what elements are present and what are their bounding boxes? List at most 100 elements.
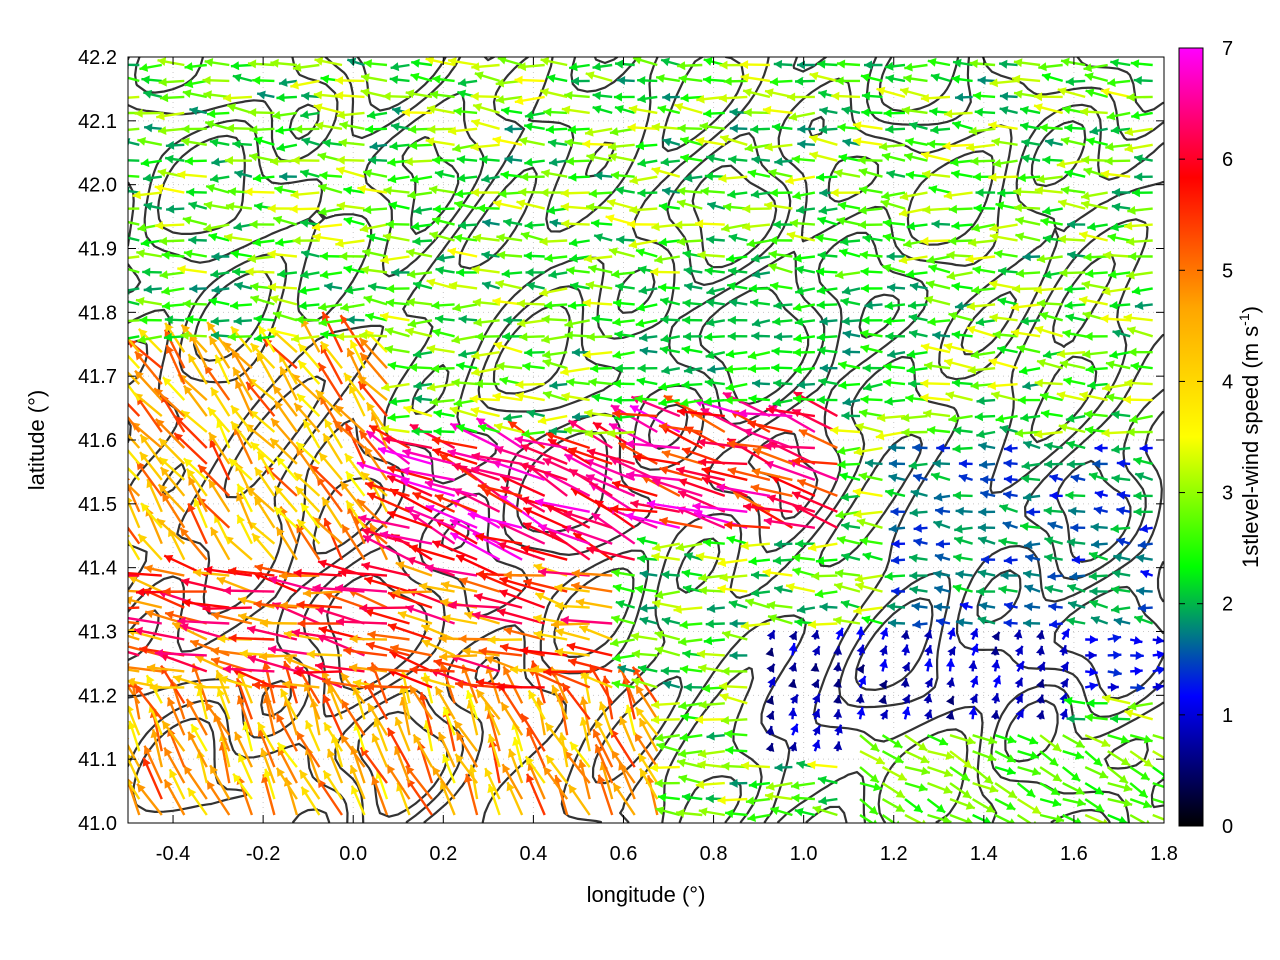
wind-arrow (524, 755, 546, 784)
wind-arrow (612, 782, 636, 816)
wind-arrow-head (695, 780, 705, 790)
wind-arrow-head (186, 699, 195, 709)
wind-arrow (512, 736, 524, 768)
wind-arrow-head (205, 702, 214, 712)
wind-arrow (1062, 782, 1086, 796)
wind-arrow (371, 775, 389, 816)
wind-arrow-shaft (128, 606, 140, 610)
wind-arrow (487, 733, 501, 768)
wind-arrow-head (521, 713, 530, 723)
wind-arrow-head (656, 742, 666, 751)
wind-arrow-head (1161, 775, 1164, 780)
wind-arrow (678, 774, 703, 785)
wind-arrow-head (111, 468, 120, 477)
wind-arrow-head (1031, 805, 1041, 814)
wind-arrow-head (613, 783, 622, 793)
wind-arrow (323, 721, 344, 752)
wind-arrow-head (558, 732, 567, 742)
wind-arrow-head (770, 806, 780, 816)
wind-arrow (205, 780, 231, 816)
wind-arrow-head (169, 769, 178, 779)
wind-arrow (904, 798, 924, 814)
wind-arrow-head (1075, 786, 1085, 795)
wind-arrow-shaft (904, 813, 924, 823)
wind-arrow (765, 742, 775, 752)
wind-arrow-head (117, 457, 126, 466)
wind-arrow (1084, 782, 1105, 796)
wind-arrow-head (807, 760, 816, 770)
wind-arrow (972, 781, 999, 793)
wind-arrow (695, 780, 725, 790)
wind-arrow (881, 782, 906, 799)
wind-arrow-head (487, 734, 497, 744)
wind-arrow (818, 796, 838, 806)
wind-arrow (453, 719, 479, 752)
wind-arrow (128, 720, 141, 752)
wind-arrow-head (508, 748, 517, 758)
wind-arrow (994, 750, 1017, 763)
wind-arrow-head (296, 731, 305, 741)
wind-arrow (994, 782, 1018, 799)
wind-arrow (298, 769, 321, 800)
wind-arrow-head (324, 722, 333, 732)
wind-arrow (506, 781, 524, 816)
wind-arrow (322, 769, 344, 800)
wind-arrow-head (102, 662, 111, 671)
wind-arrow (339, 733, 366, 768)
wind-arrow (150, 729, 163, 768)
wind-arrow-head (1099, 770, 1109, 779)
wind-arrow (1107, 813, 1128, 823)
wind-arrow (597, 774, 614, 816)
wind-arrow-head (1166, 799, 1175, 808)
wind-arrow-head (464, 773, 473, 783)
wind-arrow (166, 697, 186, 736)
wind-arrow-shaft (1152, 813, 1164, 821)
wind-arrow-head (1006, 754, 1016, 763)
wind-arrow-head (233, 773, 242, 783)
wind-arrow (594, 719, 614, 752)
wind-arrow (610, 749, 636, 784)
wind-arrow-head (1143, 758, 1153, 767)
wind-arrow-head (545, 722, 555, 732)
wind-arrow-head (697, 749, 707, 759)
wind-arrow (161, 720, 186, 752)
wind-arrow-head (1118, 774, 1128, 784)
wind-arrow (373, 718, 389, 752)
wind-arrow-head (236, 695, 246, 705)
wind-arrow-shaft (1062, 813, 1082, 823)
wind-arrow-head (371, 776, 380, 786)
wind-arrow (569, 741, 591, 768)
wind-arrow (859, 766, 880, 784)
wind-arrow-head (619, 716, 628, 726)
wind-arrow (881, 750, 904, 764)
wind-arrow (484, 767, 501, 800)
wind-arrow (1062, 797, 1086, 807)
wind-arrow-head (143, 745, 152, 755)
wind-arrow (598, 701, 614, 736)
wind-arrow (577, 759, 591, 800)
wind-arrow-head (896, 820, 900, 823)
wind-arrow-head (724, 729, 733, 739)
wind-arrow-head (592, 729, 601, 739)
wind-arrow (163, 747, 186, 784)
wind-arrow-head (210, 765, 219, 775)
wind-arrow-head (920, 755, 930, 764)
wind-arrow (1129, 782, 1149, 799)
wind-arrow-head (649, 763, 658, 773)
wind-arrow-head (1049, 757, 1059, 766)
wind-arrow-head (454, 720, 463, 730)
wind-arrow-head (985, 804, 995, 813)
wind-vectors (102, 57, 1175, 823)
wind-arrow-head (116, 324, 125, 333)
wind-arrow (927, 813, 952, 823)
wind-arrow (949, 766, 971, 782)
wind-arrow (765, 781, 793, 791)
wind-arrow-head (897, 772, 907, 781)
wind-arrow-head (721, 761, 730, 771)
wind-arrow-head (568, 784, 577, 794)
wind-arrow (1062, 813, 1082, 823)
wind-arrow-head (1031, 767, 1041, 776)
wind-arrow-head (526, 773, 535, 783)
wind-arrow (300, 786, 321, 816)
wind-arrow-head (597, 774, 606, 784)
